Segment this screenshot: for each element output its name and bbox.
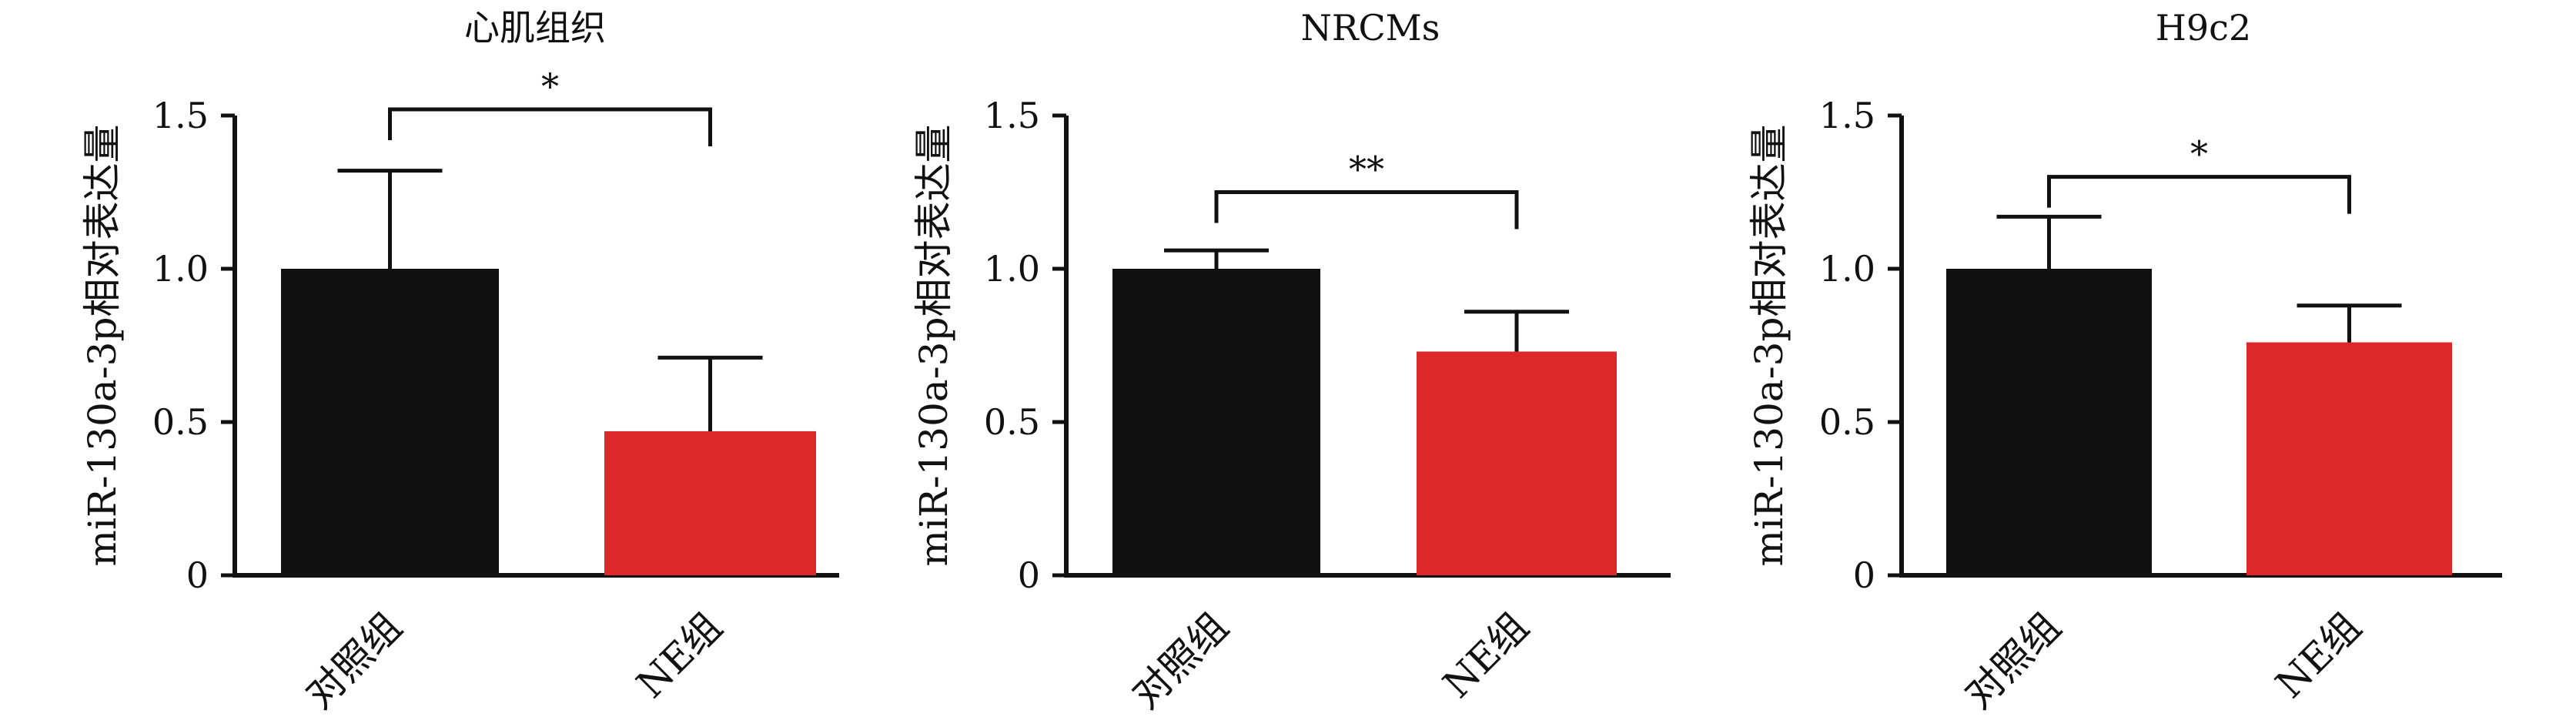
significance-label: * bbox=[541, 65, 559, 107]
y-tick-label: 0.5 bbox=[152, 401, 209, 443]
significance-label: ** bbox=[1349, 149, 1384, 190]
bar-2 bbox=[2246, 342, 2452, 575]
y-tick-label: 0.5 bbox=[1819, 401, 1875, 443]
significance-label: * bbox=[2190, 133, 2208, 175]
significance-bracket bbox=[2047, 175, 2351, 214]
chart-panel-1: 心肌组织 miR-130a-3p相对表达量 0 0.5 1.0 1.5 对照组 NE组 * bbox=[80, 7, 839, 717]
y-axis-label: miR-130a-3p相对表达量 bbox=[80, 125, 125, 567]
y-tick-label: 1.0 bbox=[152, 248, 209, 290]
y-tick-label: 1.5 bbox=[152, 95, 209, 136]
y-tick-label: 1.0 bbox=[984, 248, 1040, 290]
chart-title: H9c2 bbox=[2156, 7, 2251, 49]
y-tick-label: 1.0 bbox=[1819, 248, 1875, 290]
y-tick-label: 0 bbox=[1018, 555, 1040, 596]
x-category-label: 对照组 bbox=[1123, 604, 1236, 717]
y-tick-label: 0 bbox=[1853, 555, 1875, 596]
chart-panel-3: H9c2 miR-130a-3p相对表达量 0 0.5 1.0 1.5 对照组 NE组 * bbox=[1747, 7, 2502, 717]
chart-title: 心肌组织 bbox=[464, 7, 606, 49]
y-axis-label: miR-130a-3p相对表达量 bbox=[1747, 125, 1791, 567]
bar-1 bbox=[1112, 269, 1320, 575]
y-tick-label: 0 bbox=[186, 555, 209, 596]
y-tick-label: 1.5 bbox=[984, 95, 1040, 136]
bar-2 bbox=[1417, 351, 1617, 575]
bar-1 bbox=[281, 269, 499, 575]
significance-bracket bbox=[388, 107, 712, 147]
x-category-label: 对照组 bbox=[297, 604, 410, 717]
bar-2 bbox=[604, 431, 816, 575]
y-tick-label: 0.5 bbox=[984, 401, 1040, 443]
chart-panel-2: NRCMs miR-130a-3p相对表达量 0 0.5 1.0 1.5 对照组 NE组 ** bbox=[912, 7, 1671, 717]
x-category-label: 对照组 bbox=[1956, 604, 2069, 717]
x-category-label: NE组 bbox=[2267, 604, 2370, 706]
x-category-label: NE组 bbox=[628, 604, 731, 706]
chart-title: NRCMs bbox=[1301, 7, 1440, 49]
y-tick-label: 1.5 bbox=[1819, 95, 1875, 136]
x-category-label: NE组 bbox=[1434, 604, 1537, 706]
bar-1 bbox=[1946, 269, 2152, 575]
significance-bracket bbox=[1214, 190, 1519, 230]
y-axis-label: miR-130a-3p相对表达量 bbox=[912, 125, 956, 567]
